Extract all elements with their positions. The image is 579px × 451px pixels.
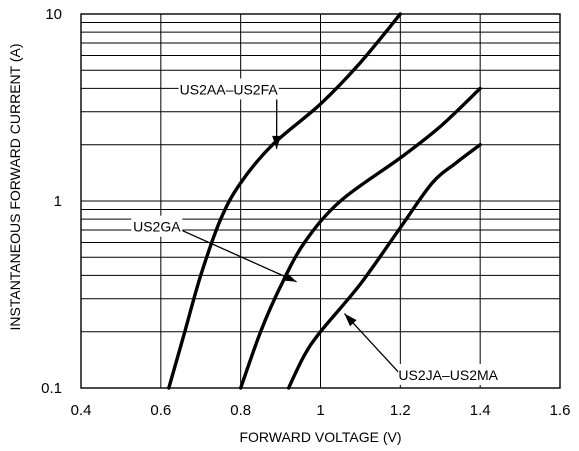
series-label-2: US2GA xyxy=(133,219,181,235)
series-label-3: US2JA–US2MA xyxy=(398,367,498,383)
x-tick-label: 0.8 xyxy=(230,402,251,419)
x-tick-label: 0.4 xyxy=(71,402,92,419)
x-tick-label: 1.6 xyxy=(550,402,571,419)
arrowhead xyxy=(282,272,297,282)
arrowhead xyxy=(344,313,357,327)
series-annotation-3: US2JA–US2MA xyxy=(343,313,499,385)
series-line-3 xyxy=(286,143,482,390)
label-background xyxy=(178,78,279,100)
series-line-2 xyxy=(239,86,482,390)
x-tick-label: 1.2 xyxy=(390,402,411,419)
leader-line xyxy=(180,229,297,283)
series-label-1: US2AA–US2FA xyxy=(180,81,279,97)
plot-frame xyxy=(80,13,561,389)
series-annotation-2: US2GA xyxy=(131,215,297,283)
x-tick-label: 0.6 xyxy=(150,402,171,419)
y-tick-label: 0.1 xyxy=(41,380,62,397)
arrowhead xyxy=(272,135,282,149)
y-tick-label: 10 xyxy=(45,6,62,23)
x-axis-label: FORWARD VOLTAGE (V) xyxy=(239,429,401,445)
tick-labels: 0.4 0.6 0.8 1 1.2 1.4 1.6 0.1 1 10 xyxy=(41,6,570,419)
series-annotations: US2AA–US2FA US2GA US2JA–US2MA xyxy=(131,78,499,385)
series-line-1 xyxy=(167,12,402,390)
label-background xyxy=(131,215,183,237)
y-axis-label: INSTANTANEOUS FORWARD CURRENT (A) xyxy=(7,43,23,330)
x-tick-label: 1.4 xyxy=(470,402,491,419)
leader-line xyxy=(343,313,401,375)
x-tick-label: 1 xyxy=(316,402,324,419)
series-curves xyxy=(167,12,482,390)
label-background xyxy=(398,363,499,385)
series-annotation-1: US2AA–US2FA xyxy=(178,78,282,149)
y-tick-label: 1 xyxy=(54,193,62,210)
